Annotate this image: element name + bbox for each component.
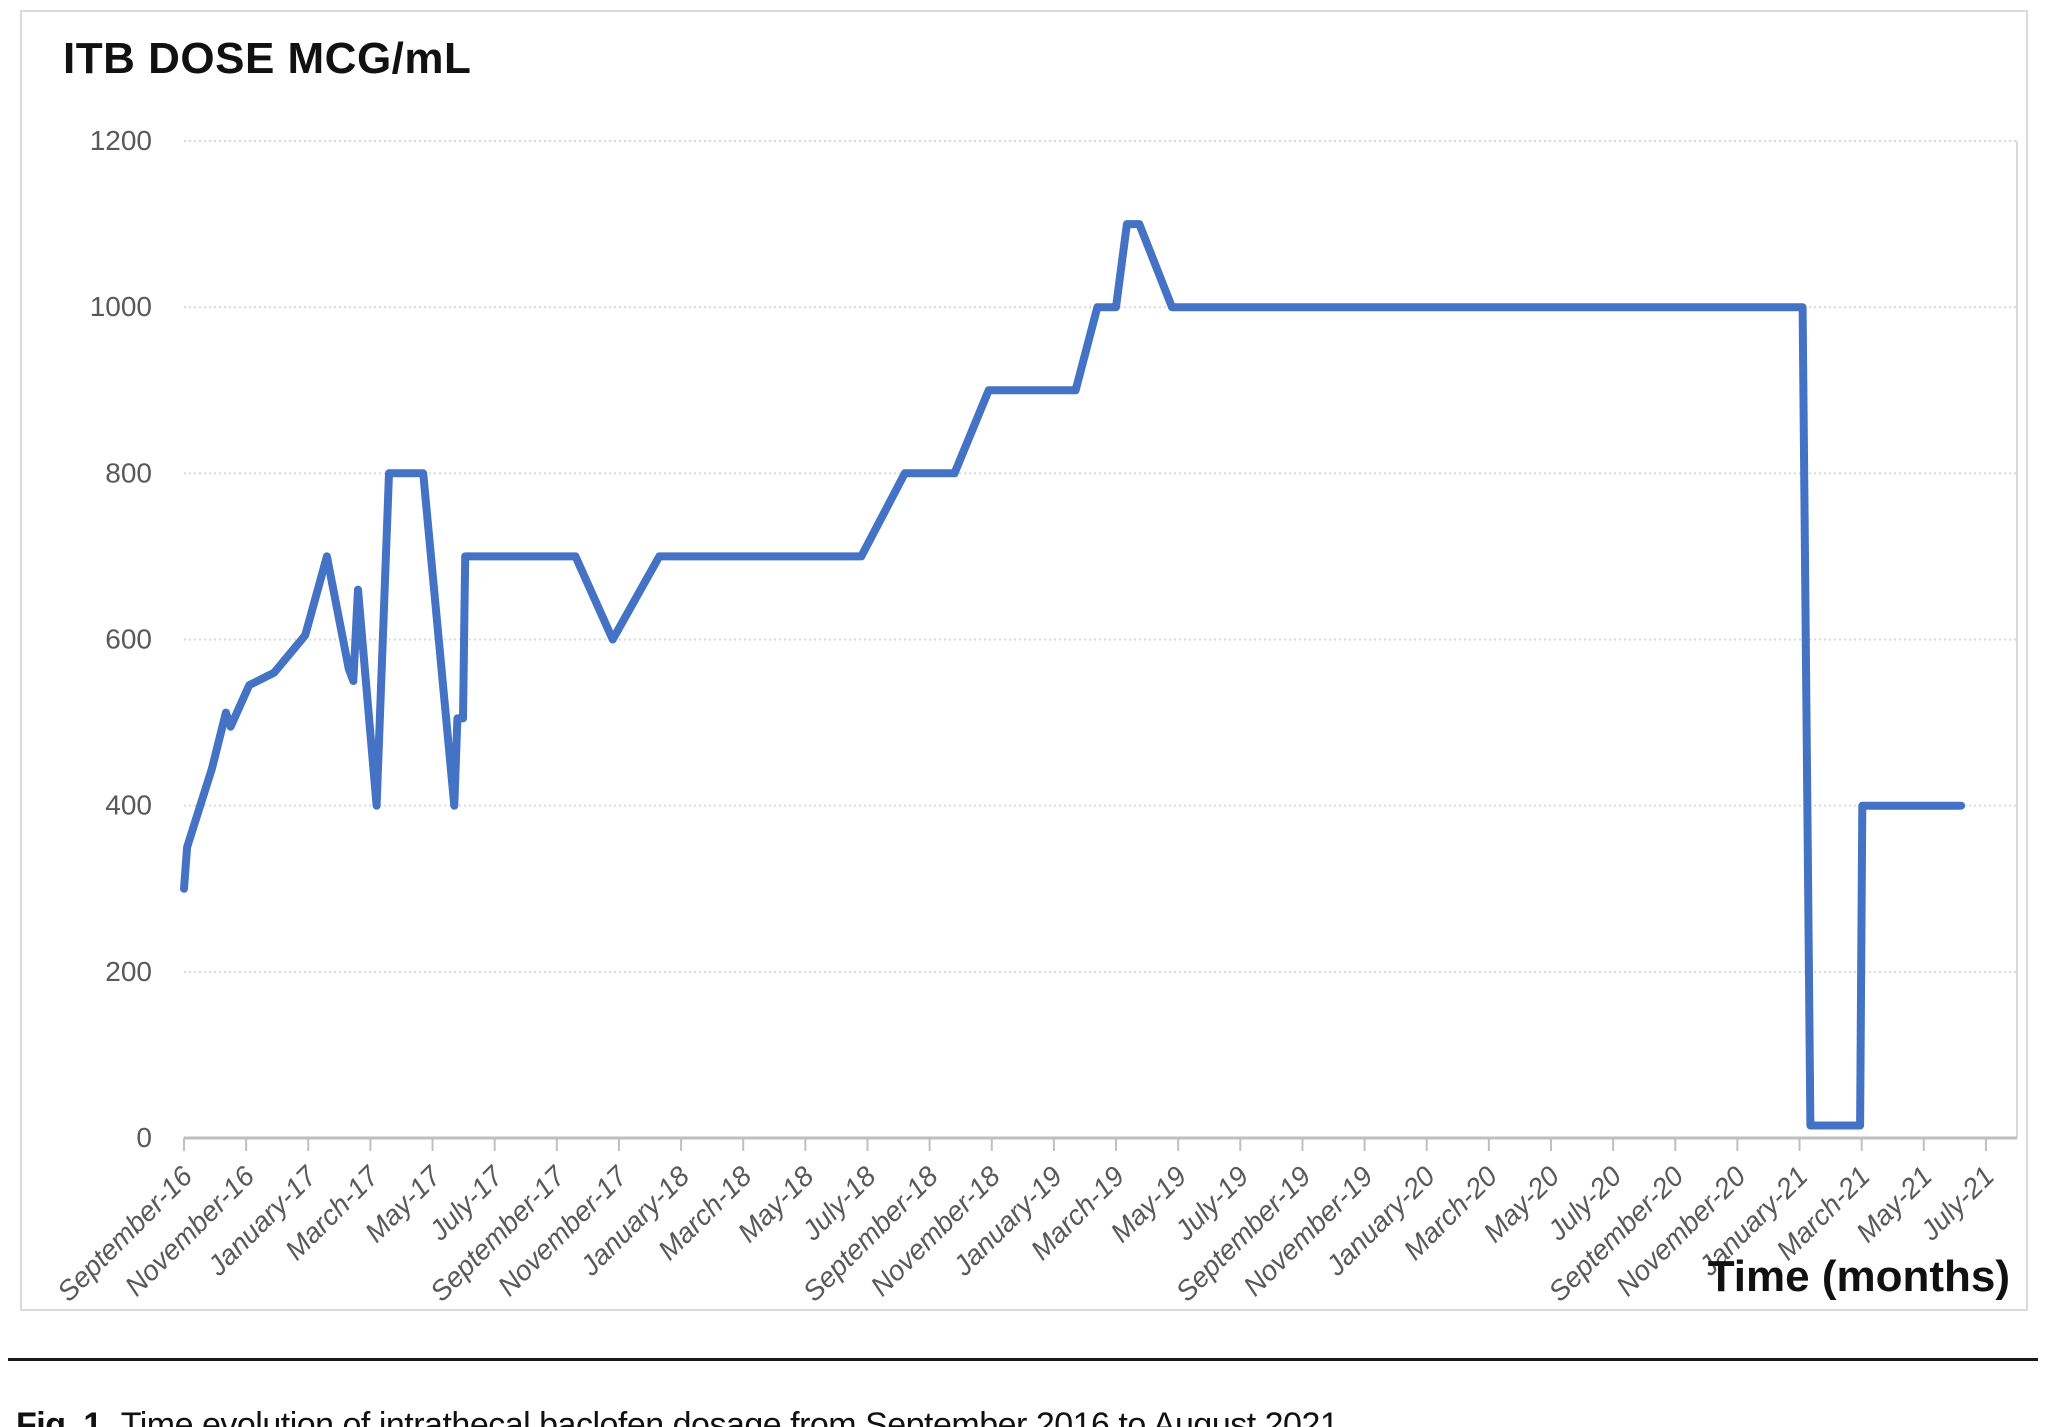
dose-line-series [180, 220, 1966, 1130]
caption-divider-rule [8, 1358, 2038, 1361]
y-axis-tick-label-600: 600 [105, 624, 152, 655]
y-axis-tick-label-1000: 1000 [90, 291, 152, 322]
y-axis-tick-label-0: 0 [136, 1122, 152, 1153]
figure-caption: Fig. 1. Time evolution of intrathecal bac… [16, 1406, 2036, 1427]
figure-caption-label: Fig. 1. [16, 1406, 111, 1427]
x-axis-title: Time (months) [1707, 1252, 2010, 1301]
y-axis-tick-label-800: 800 [105, 457, 152, 488]
chart-title: ITB DOSE MCG/mL [63, 34, 472, 83]
figure-caption-text: Time evolution of intrathecal baclofen d… [120, 1406, 1348, 1427]
y-axis-tick-label-1200: 1200 [90, 125, 152, 156]
y-axis-tick-label-400: 400 [105, 790, 152, 821]
y-axis-tick-label-200: 200 [105, 956, 152, 987]
